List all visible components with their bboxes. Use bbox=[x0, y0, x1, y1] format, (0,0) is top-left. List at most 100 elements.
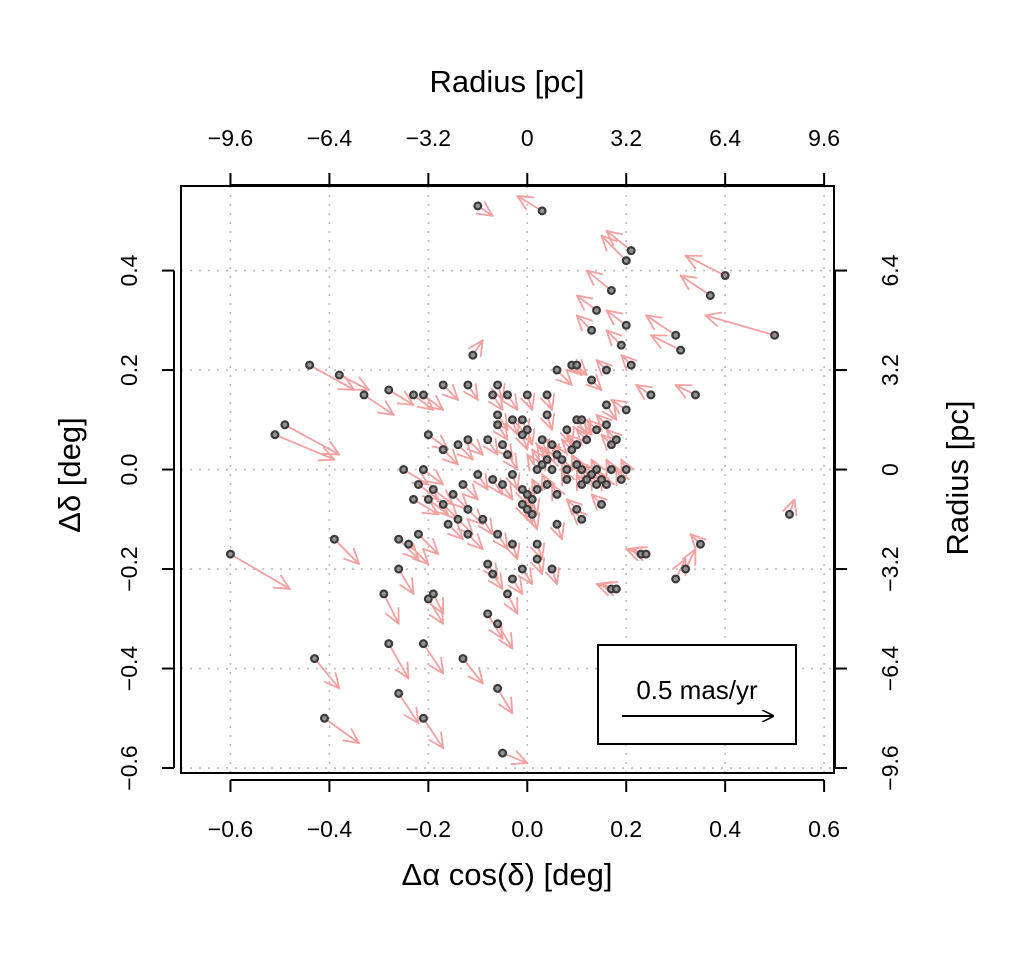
star-point bbox=[438, 445, 448, 455]
proper-motion-vector bbox=[684, 254, 727, 277]
proper-motion-vector bbox=[382, 593, 400, 625]
vector-head bbox=[565, 433, 583, 441]
vector-head bbox=[510, 631, 514, 650]
vector-head bbox=[494, 437, 499, 456]
star-points bbox=[225, 201, 794, 758]
star-point bbox=[601, 365, 611, 375]
vector-head bbox=[575, 428, 583, 446]
star-point bbox=[601, 420, 611, 430]
vector-head bbox=[544, 571, 558, 585]
vector-head bbox=[595, 373, 603, 391]
vector-head bbox=[551, 412, 555, 431]
star-point bbox=[582, 475, 592, 485]
proper-motion-vector bbox=[704, 311, 776, 337]
vector-head bbox=[601, 410, 618, 421]
y-tick-label: 0.2 bbox=[116, 354, 142, 386]
star-point bbox=[621, 465, 631, 475]
vector-head bbox=[515, 750, 529, 764]
vector-head bbox=[520, 397, 534, 411]
vector-head bbox=[531, 478, 546, 491]
star-point bbox=[438, 499, 448, 509]
vector-head bbox=[451, 383, 459, 401]
proper-motion-vector bbox=[397, 692, 420, 725]
star-point bbox=[498, 440, 508, 450]
vector-head bbox=[531, 448, 547, 459]
vector-head bbox=[605, 428, 623, 436]
proper-motion-vector bbox=[283, 423, 341, 456]
proper-motion-vector bbox=[496, 622, 514, 650]
proper-motion-vector bbox=[462, 657, 484, 685]
vector-head bbox=[510, 696, 514, 715]
vector-head bbox=[679, 274, 690, 291]
vector-head bbox=[406, 661, 410, 680]
vector-head bbox=[402, 552, 420, 560]
vector-head bbox=[475, 212, 494, 217]
vector-head bbox=[385, 613, 400, 625]
star-point bbox=[428, 484, 438, 494]
vector-head bbox=[342, 739, 360, 745]
vector-head bbox=[620, 354, 628, 372]
y-tick-label: −0.4 bbox=[116, 646, 142, 692]
vector-head bbox=[473, 480, 489, 491]
vector-head bbox=[565, 368, 573, 386]
star-point bbox=[507, 574, 517, 584]
vector-head bbox=[442, 393, 459, 401]
star-point bbox=[498, 748, 508, 758]
vector-head bbox=[492, 540, 509, 551]
star-point bbox=[577, 479, 587, 489]
vector-head bbox=[509, 482, 514, 501]
vector-head bbox=[323, 680, 341, 690]
vector-head bbox=[492, 430, 509, 441]
star-point bbox=[329, 534, 339, 544]
vector-head bbox=[575, 314, 583, 332]
top-tick-label: −6.4 bbox=[307, 125, 353, 151]
vector-head bbox=[605, 329, 623, 337]
vector-head bbox=[510, 762, 529, 766]
x-axis-title: Δα cos(δ) [deg] bbox=[402, 857, 613, 892]
vector-shaft bbox=[397, 568, 415, 595]
vector-head bbox=[466, 518, 474, 536]
top-tick-label: 3.2 bbox=[610, 125, 642, 151]
vector-head bbox=[329, 440, 341, 456]
star-point bbox=[547, 440, 557, 450]
star-point bbox=[552, 519, 562, 529]
vector-head bbox=[429, 603, 445, 615]
star-point bbox=[527, 494, 537, 504]
star-point bbox=[478, 514, 488, 524]
star-point bbox=[532, 539, 542, 549]
vector-head bbox=[645, 314, 663, 319]
star-point bbox=[413, 529, 423, 539]
proper-motion-vector bbox=[387, 642, 410, 680]
star-point bbox=[310, 654, 320, 664]
star-point bbox=[448, 489, 458, 499]
vector-head bbox=[428, 500, 440, 516]
star-point bbox=[587, 375, 597, 385]
vector-head bbox=[502, 460, 519, 471]
star-point bbox=[463, 529, 473, 539]
star-point bbox=[695, 539, 705, 549]
star-point bbox=[601, 400, 611, 410]
star-point bbox=[547, 564, 557, 574]
vector-shaft bbox=[387, 389, 415, 406]
star-point bbox=[503, 450, 513, 460]
star-point bbox=[453, 440, 463, 450]
vector-head bbox=[605, 309, 615, 326]
vector-head bbox=[595, 359, 613, 367]
vector-shaft bbox=[650, 334, 682, 352]
star-point bbox=[493, 410, 503, 420]
vector-head bbox=[536, 497, 541, 516]
vector-head bbox=[549, 526, 563, 541]
vector-head bbox=[376, 411, 395, 416]
star-point bbox=[606, 285, 616, 295]
star-point bbox=[681, 564, 691, 574]
x-tick-label: 0.2 bbox=[610, 816, 642, 842]
x-tick-label: −0.6 bbox=[208, 816, 253, 842]
y-tick-label: −0.6 bbox=[116, 745, 142, 790]
proper-motion-vector bbox=[363, 394, 395, 416]
star-point bbox=[517, 484, 527, 494]
vector-head bbox=[451, 448, 459, 466]
star-point bbox=[542, 410, 552, 420]
star-point bbox=[384, 639, 394, 649]
star-point bbox=[606, 465, 616, 475]
vector-head bbox=[620, 354, 638, 362]
